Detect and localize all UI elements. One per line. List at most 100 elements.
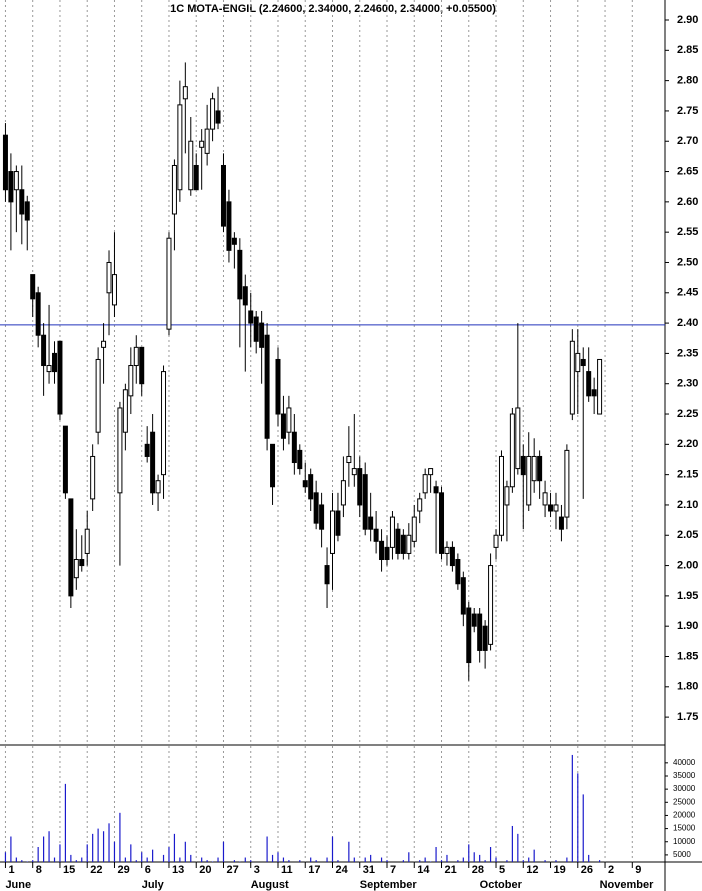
x-tick-label: 6	[145, 864, 151, 876]
candle-body	[558, 516, 564, 530]
candle-body	[591, 389, 597, 397]
candle-body	[95, 358, 101, 433]
candle-body	[330, 510, 335, 554]
candle-body	[150, 431, 156, 494]
candle-body	[41, 334, 47, 367]
candle-body	[351, 468, 357, 476]
month-label: November	[600, 879, 655, 891]
x-tick-label: 17	[308, 864, 320, 876]
candle-body	[417, 498, 423, 512]
candle-body	[297, 449, 303, 470]
month-label: October	[480, 879, 523, 891]
candle-body	[542, 492, 548, 506]
candle-body	[144, 443, 150, 457]
chart-title: 1C MOTA-ENGIL (2.24600, 2.34000, 2.24600…	[170, 3, 496, 15]
candle-body	[280, 413, 286, 439]
candle-body	[101, 340, 107, 348]
x-tick-label: 29	[117, 864, 129, 876]
candle-body	[444, 546, 450, 554]
month-label: July	[142, 879, 165, 891]
y-tick-label: 2.60	[677, 196, 698, 208]
candle-body	[498, 455, 504, 536]
candle-body	[220, 164, 226, 227]
candle-body	[422, 474, 428, 494]
candle-body	[188, 140, 194, 191]
candle-body	[471, 613, 477, 627]
candle-body	[24, 201, 30, 221]
candle-body	[57, 340, 63, 415]
candle-body	[291, 431, 297, 464]
month-label: September	[360, 879, 418, 891]
candle-body	[477, 613, 483, 651]
y-tick-label: 1.90	[677, 620, 698, 632]
x-tick-label: 1	[8, 864, 14, 876]
candle-body	[68, 498, 74, 597]
candle-body	[324, 565, 330, 585]
y-tick-label: 2.70	[677, 135, 698, 147]
y-tick-label: 2.55	[677, 226, 698, 238]
candle-body	[575, 352, 581, 373]
candle-body	[537, 455, 543, 482]
volume-tick-label: 5000	[673, 850, 691, 859]
y-tick-label: 2.00	[677, 559, 698, 571]
x-tick-label: 27	[226, 864, 238, 876]
y-tick-label: 2.45	[677, 287, 698, 299]
candle-body	[264, 334, 270, 439]
candle-body	[362, 474, 368, 530]
volume-tick-label: 10000	[673, 837, 696, 846]
y-tick-label: 2.25	[677, 408, 698, 420]
candle-body	[111, 274, 117, 306]
y-tick-label: 1.80	[677, 681, 698, 693]
candle-body	[226, 201, 232, 251]
y-tick-label: 2.85	[677, 44, 698, 56]
candle-body	[79, 559, 85, 567]
volume-tick-label: 20000	[673, 811, 696, 820]
candle-body	[46, 365, 52, 373]
candle-body	[509, 413, 515, 488]
candle-body	[335, 510, 341, 536]
candle-body	[433, 486, 439, 494]
x-tick-label: 5	[499, 864, 505, 876]
candle-body	[428, 468, 434, 476]
y-tick-label: 2.80	[677, 75, 698, 87]
candle-body	[182, 86, 188, 100]
candle-body	[2, 134, 8, 191]
y-tick-label: 2.50	[677, 256, 698, 268]
candle-body	[286, 407, 292, 433]
y-tick-label: 2.15	[677, 469, 698, 481]
x-tick-label: 8	[36, 864, 42, 876]
candle-body	[171, 164, 177, 215]
candle-body	[215, 110, 221, 124]
candle-body	[564, 449, 570, 518]
candle-body	[117, 407, 123, 494]
candle-body	[553, 504, 559, 512]
candle-body	[106, 261, 112, 294]
volume-tick-label: 25000	[673, 797, 696, 806]
y-tick-label: 2.65	[677, 165, 698, 177]
y-tick-label: 1.95	[677, 590, 698, 602]
candle-body	[346, 455, 352, 464]
x-tick-label: 19	[554, 864, 566, 876]
y-tick-label: 2.30	[677, 378, 698, 390]
y-tick-label: 1.85	[677, 650, 698, 662]
y-tick-label: 1.75	[677, 711, 698, 723]
x-tick-label: 21	[445, 864, 457, 876]
y-tick-label: 2.90	[677, 14, 698, 26]
x-tick-label: 22	[90, 864, 102, 876]
candle-body	[466, 607, 472, 664]
candle-body	[8, 171, 14, 203]
x-tick-label: 28	[472, 864, 484, 876]
candle-body	[504, 486, 510, 506]
candle-body	[357, 468, 363, 506]
month-label: August	[251, 879, 289, 891]
candle-body	[253, 316, 259, 342]
candle-body	[177, 104, 183, 191]
x-tick-label: 9	[635, 864, 641, 876]
candle-body	[35, 292, 41, 336]
volume-tick-label: 35000	[673, 771, 696, 780]
y-tick-label: 2.75	[677, 105, 698, 117]
y-tick-label: 2.40	[677, 317, 698, 329]
volume-tick-label: 30000	[673, 784, 696, 793]
